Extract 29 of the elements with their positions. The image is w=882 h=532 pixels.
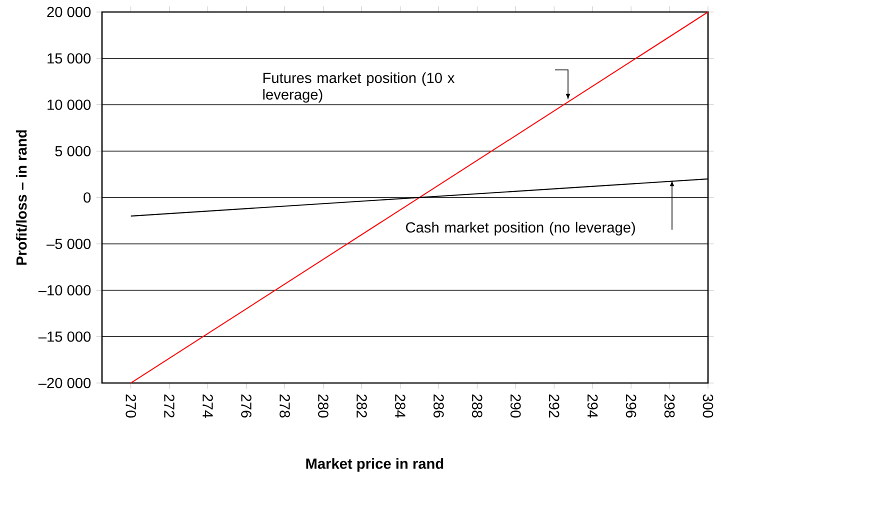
x-tick-label: 300 bbox=[702, 394, 714, 418]
annotation: Cash market position (no leverage) bbox=[406, 222, 635, 236]
x-tick-label: 298 bbox=[664, 394, 675, 418]
y-tick-label: –20 000 bbox=[38, 378, 91, 388]
x-tick-label: 294 bbox=[587, 394, 598, 418]
x-tick-label: 284 bbox=[395, 394, 406, 418]
annotation: Futures market position (10 x leverage) bbox=[263, 72, 455, 103]
y-tick-label: –10 000 bbox=[38, 285, 91, 296]
x-axis-title: Market price in rand bbox=[306, 458, 444, 472]
x-tick-label: 288 bbox=[472, 394, 482, 418]
y-tick-label: 5 000 bbox=[55, 146, 91, 156]
x-tick-label: 276 bbox=[241, 394, 252, 418]
x-tick-label: 282 bbox=[356, 394, 367, 418]
x-tick-label: 280 bbox=[318, 394, 328, 418]
x-tick-label: 278 bbox=[280, 394, 290, 418]
y-tick-label: 10 000 bbox=[48, 100, 91, 110]
x-tick-label: 286 bbox=[433, 394, 444, 418]
y-tick-label: –5 000 bbox=[46, 238, 91, 250]
y-tick-label: 20 000 bbox=[47, 6, 91, 18]
x-tick-label: 274 bbox=[202, 394, 213, 418]
x-tick-label: 292 bbox=[548, 394, 560, 418]
y-tick-label: 0 bbox=[84, 192, 91, 203]
y-tick-label: –15 000 bbox=[38, 331, 91, 342]
y-axis-title: Profit/loss – in rand bbox=[16, 130, 27, 265]
x-tick-label: 272 bbox=[164, 394, 174, 418]
x-tick-label: 290 bbox=[510, 394, 521, 418]
y-tick-label: 15 000 bbox=[48, 53, 91, 64]
x-tick-label: 296 bbox=[626, 394, 636, 418]
x-tick-label: 270 bbox=[126, 394, 136, 418]
